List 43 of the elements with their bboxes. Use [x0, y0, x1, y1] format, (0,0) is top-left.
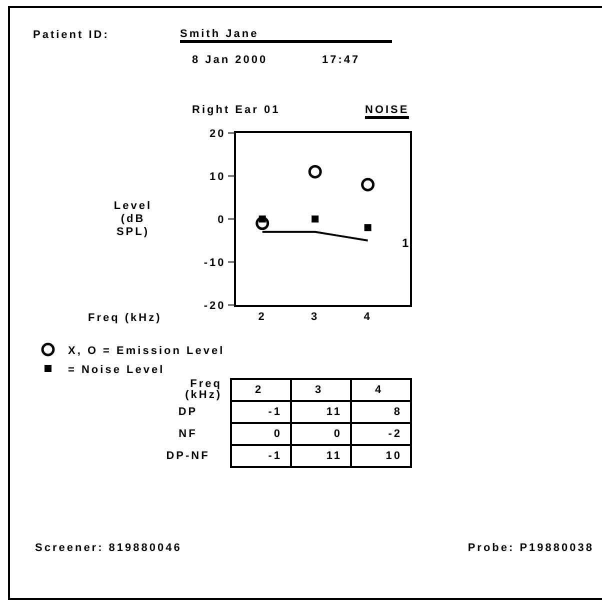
x-tick-label: 3 — [311, 311, 320, 324]
text: Smith Jane — [180, 28, 392, 43]
y-tick-label: 10 — [210, 170, 226, 183]
text: DP — [177, 404, 199, 420]
text: NOISE — [365, 104, 410, 119]
point — [364, 224, 372, 232]
text: 8 Jan 2000 — [192, 54, 268, 66]
category-label: 2 — [231, 379, 291, 401]
data-label: -1 — [231, 445, 291, 467]
y-tick-label: -20 — [204, 300, 226, 312]
chart-title: Right Ear 01 — [192, 104, 280, 116]
point — [308, 164, 322, 178]
x-axis-title: Freq (kHz) — [88, 312, 162, 324]
x-tick-label: 4 — [364, 311, 372, 324]
annotation: 1 — [402, 236, 411, 250]
data-label: 0 — [291, 423, 351, 445]
y-tick-label: -10 — [204, 256, 226, 269]
data-label: -2 — [351, 423, 411, 445]
category-label: 4 — [351, 379, 411, 401]
y-tick-label: 20 — [210, 128, 226, 140]
category-label: 3 — [291, 379, 351, 401]
legend-label: X, O = Emission Level — [68, 344, 225, 357]
y-axis-title: Level (dB SPL) — [112, 200, 154, 239]
legend-label: = Noise Level — [68, 364, 165, 376]
text: Freq (kHz) — [184, 378, 223, 401]
text: NF — [178, 426, 198, 442]
text: Probe: P19880038 — [468, 542, 594, 554]
data-label: 11 — [291, 401, 351, 423]
point — [256, 216, 270, 230]
data-label: 11 — [291, 445, 351, 467]
text: Screener: 819880046 — [35, 542, 182, 554]
point — [258, 216, 266, 222]
data-label: 8 — [351, 401, 411, 423]
point — [361, 178, 375, 192]
point — [312, 216, 319, 222]
text: DP-NF — [165, 448, 211, 464]
y-tick-label: 0 — [218, 214, 226, 226]
data-label: 0 — [231, 423, 291, 445]
data-label: -1 — [231, 401, 291, 423]
data-label: 10 — [351, 445, 411, 467]
x-tick-label: 2 — [258, 311, 266, 324]
text: 17:47 — [322, 54, 360, 66]
text: Patient ID: — [33, 29, 110, 41]
